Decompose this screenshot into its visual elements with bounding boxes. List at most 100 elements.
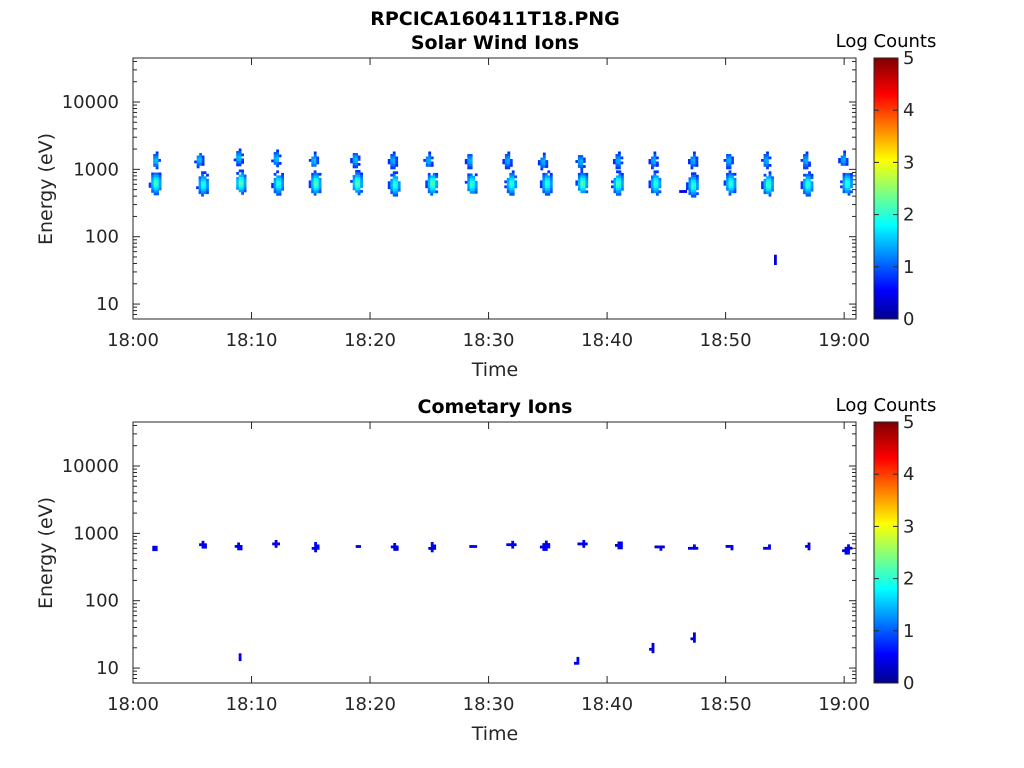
x-tick-label: 18:30	[463, 330, 515, 351]
spectrogram-blob	[654, 545, 665, 551]
spectrogram-blob	[838, 150, 849, 166]
spectrogram-blob	[763, 544, 771, 550]
spectrogram-blob	[428, 542, 437, 553]
spectrogram-blob	[238, 653, 242, 662]
x-tick-label: 18:10	[226, 330, 278, 351]
colorbar-tick-label: 2	[903, 569, 914, 590]
spectrogram-blob	[502, 151, 513, 170]
spectrogram-blob	[537, 152, 549, 171]
spectrogram-blob	[690, 632, 696, 643]
x-tick-labels: 18:00 18:10 18:20 18:30 18:40 18:50 19:0…	[107, 694, 870, 715]
x-tick-label: 19:00	[818, 330, 870, 351]
x-tick-label: 18:40	[581, 694, 633, 715]
spectrogram-blob	[577, 540, 588, 548]
spectrogram-blob	[153, 151, 161, 170]
y-tick-label: 100	[85, 227, 119, 248]
spectrogram-data	[152, 540, 853, 665]
spectrogram-blob	[350, 153, 361, 169]
colorbar: Log Counts 0 1 2 3 4 5	[836, 395, 937, 694]
colorbar-tick-label: 1	[903, 621, 914, 642]
spectrogram-blob	[199, 540, 207, 549]
y-tick-label: 10	[96, 294, 119, 315]
y-tick-label: 1000	[73, 523, 119, 544]
spectrogram-blob	[272, 540, 280, 548]
spectrogram-blob	[233, 148, 244, 167]
spectrogram-blob	[688, 151, 699, 170]
spectrogram-blob	[840, 172, 853, 196]
x-tick-label: 18:10	[226, 694, 278, 715]
x-axis-label: Time	[471, 359, 519, 381]
spectrogram-blob	[350, 170, 363, 196]
x-tick-label: 18:40	[581, 330, 633, 351]
spectrogram-blob	[842, 544, 853, 555]
x-tick-label: 19:00	[818, 694, 870, 715]
spectrogram-blob	[311, 542, 320, 553]
spectrogram-blob	[308, 170, 322, 196]
colorbar-ticks: 0 1 2 3 4 5	[903, 412, 914, 694]
colorbar-tick-label: 5	[903, 48, 914, 69]
spectrogram-blob	[271, 149, 282, 168]
spectrogram-blob	[615, 541, 623, 550]
spectrogram-blob	[148, 172, 162, 196]
spectrogram-blob	[805, 542, 811, 551]
x-tick-label: 18:50	[700, 330, 752, 351]
spectrogram-blob	[539, 540, 551, 551]
colorbar-ticks: 0 1 2 3 4 5	[903, 48, 914, 330]
spectrogram-blob	[196, 171, 209, 197]
y-axis-label: Energy (eV)	[35, 497, 57, 609]
spectrogram-blob	[271, 170, 284, 196]
spectrogram-blob	[725, 545, 734, 551]
x-tick-label: 18:00	[107, 330, 159, 351]
colorbar-tick-label: 0	[903, 673, 914, 694]
spectrogram-blob	[464, 173, 478, 194]
spectrogram-blob	[539, 170, 553, 196]
y-tick-label: 100	[85, 591, 119, 612]
spectrogram-blob	[234, 542, 243, 551]
spectrogram-blob	[425, 172, 439, 196]
panel-solar-wind: Solar Wind Ions 18:00 18:10 18:20 18:30 …	[35, 31, 936, 381]
colorbar-tick-label: 5	[903, 412, 914, 433]
spectrogram-blob	[611, 170, 624, 196]
panel-title: Cometary Ions	[418, 396, 573, 418]
spectrogram-data	[148, 148, 853, 265]
plot-frame	[132, 421, 857, 684]
spectrogram-blob	[236, 169, 247, 195]
spectrogram-blob	[390, 543, 399, 551]
spectrogram-blob	[387, 171, 401, 197]
y-tick-labels: 10 100 1000 10000	[62, 456, 119, 679]
spectrogram-blob	[613, 151, 624, 170]
spectrogram-blob	[800, 151, 811, 170]
colorbar-tick-label: 2	[903, 205, 914, 226]
panel-cometary: Cometary Ions 18:00 18:10 18:20 18:30 18…	[35, 395, 936, 745]
spectrogram-blob	[688, 544, 699, 550]
spectrogram-blob	[800, 171, 814, 197]
spectrogram-blob	[649, 642, 655, 654]
colorbar-tick-label: 4	[903, 100, 914, 121]
colorbar-tick-label: 3	[903, 516, 914, 537]
spectrogram-blob	[574, 656, 580, 665]
colorbar-tick-label: 3	[903, 152, 914, 173]
spectrogram-blob	[723, 170, 737, 196]
spectrogram-blob	[194, 153, 205, 169]
spectrogram-blob	[308, 151, 320, 167]
spectrogram-blob	[648, 170, 662, 196]
colorbar-gradient	[873, 421, 899, 684]
spectrogram-blob	[387, 151, 399, 170]
colorbar: Log Counts 0 1 2 3 4 5	[836, 31, 937, 330]
spectrogram-blob	[723, 154, 734, 170]
axes-ticks	[132, 58, 856, 320]
spectrogram-blob	[774, 254, 777, 265]
colorbar-gradient	[873, 57, 899, 320]
spectrogram-blob	[355, 545, 361, 548]
x-tick-label: 18:20	[344, 694, 396, 715]
spectrogram-blob	[761, 171, 774, 197]
spectrogram-blob	[575, 170, 589, 194]
x-tick-label: 18:20	[344, 330, 396, 351]
plot-frame	[132, 57, 857, 320]
spectrogram-blob	[575, 155, 586, 171]
x-tick-labels: 18:00 18:10 18:20 18:30 18:40 18:50 19:0…	[107, 330, 870, 351]
spectrogram-blob	[423, 151, 434, 167]
spectrogram-blob	[464, 154, 473, 170]
colorbar-tick-label: 0	[903, 309, 914, 330]
